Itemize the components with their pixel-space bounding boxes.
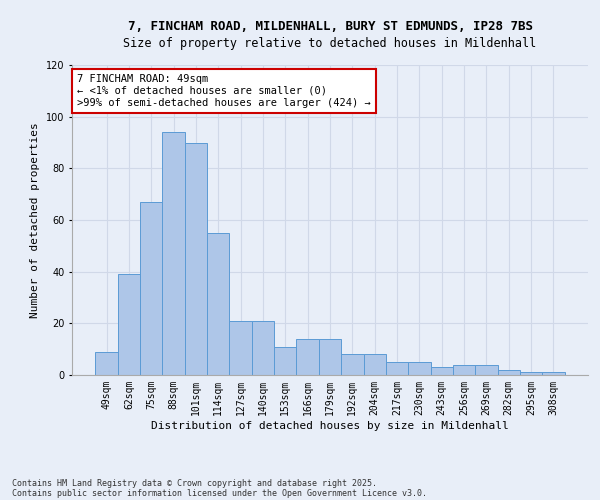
Bar [296,339,319,375]
Bar [542,372,565,375]
X-axis label: Distribution of detached houses by size in Mildenhall: Distribution of detached houses by size … [151,420,509,430]
Bar [274,346,296,375]
Bar [453,364,475,375]
Bar [229,321,252,375]
Text: 7, FINCHAM ROAD, MILDENHALL, BURY ST EDMUNDS, IP28 7BS: 7, FINCHAM ROAD, MILDENHALL, BURY ST EDM… [128,20,533,33]
Bar [319,339,341,375]
Text: Contains HM Land Registry data © Crown copyright and database right 2025.: Contains HM Land Registry data © Crown c… [12,478,377,488]
Bar [95,352,118,375]
Bar [408,362,431,375]
Text: 7 FINCHAM ROAD: 49sqm
← <1% of detached houses are smaller (0)
>99% of semi-deta: 7 FINCHAM ROAD: 49sqm ← <1% of detached … [77,74,371,108]
Bar [207,233,229,375]
Text: Size of property relative to detached houses in Mildenhall: Size of property relative to detached ho… [124,38,536,51]
Text: Contains public sector information licensed under the Open Government Licence v3: Contains public sector information licen… [12,488,427,498]
Bar [475,364,497,375]
Bar [140,202,163,375]
Bar [497,370,520,375]
Bar [118,274,140,375]
Y-axis label: Number of detached properties: Number of detached properties [31,122,40,318]
Bar [252,321,274,375]
Bar [520,372,542,375]
Bar [163,132,185,375]
Bar [386,362,408,375]
Bar [431,367,453,375]
Bar [364,354,386,375]
Bar [185,142,207,375]
Bar [341,354,364,375]
